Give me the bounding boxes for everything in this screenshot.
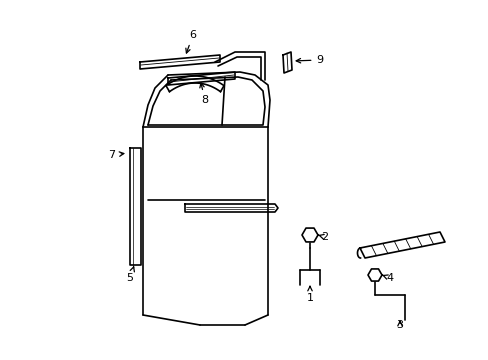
Text: 3: 3 [396,320,403,330]
Text: 2: 2 [318,232,328,242]
Text: 5: 5 [126,267,134,283]
Text: 4: 4 [383,273,393,283]
Text: 6: 6 [185,30,196,53]
Text: 8: 8 [200,83,208,105]
Text: 9: 9 [296,55,323,65]
Text: 1: 1 [306,286,313,303]
Text: 7: 7 [108,150,123,160]
